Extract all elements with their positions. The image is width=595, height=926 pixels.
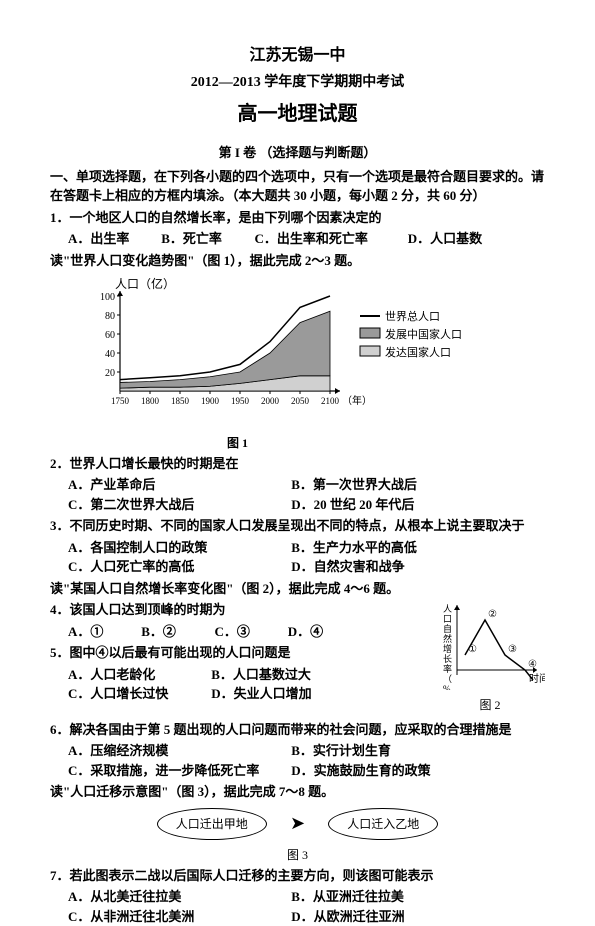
population-chart-svg: 人口（亿）100 80 60 40 20 1750 1800 1850 1900 1950 2000… — [80, 276, 480, 426]
note-3: 读"人口迁移示意图"（图 3），据此完成 7～8 题。 — [50, 782, 545, 802]
svg-text:2100: 2100 — [321, 396, 340, 406]
q6-opt-c: C．采取措施，进一步降低死亡率 — [68, 761, 288, 781]
q6-options: A．压缩经济规模 B．实行计划生育 C．采取措施，进一步降低死亡率 D．实施鼓励… — [68, 741, 545, 780]
q1-options: A．出生率 B．死亡率 C．出生率和死亡率 D．人口基数 — [68, 229, 545, 249]
chart-2: 人口自然增长率（%）时间①②③④ 图 2 — [435, 600, 545, 714]
note-1: 读"世界人口变化趋势图"（图 1），据此完成 2～3 题。 — [50, 251, 545, 271]
svg-text:（: （ — [443, 674, 452, 684]
svg-text:②: ② — [488, 609, 497, 620]
chart1-fig-label: 图 1 — [0, 434, 545, 452]
flow-left: 人口迁出甲地 — [157, 808, 267, 840]
q1-opt-d: D．人口基数 — [408, 229, 482, 249]
q6-opt-a: A．压缩经济规模 — [68, 741, 288, 761]
svg-text:发达国家人口: 发达国家人口 — [385, 345, 451, 359]
subject-title: 高一地理试题 — [50, 99, 545, 129]
chart-1: 人口（亿）100 80 60 40 20 1750 1800 1850 1900 1950 2000… — [80, 276, 545, 432]
q7-opt-c: C．从非洲迁往北美洲 — [68, 907, 288, 926]
exam-name: 2012—2013 学年度下学期期中考试 — [50, 72, 545, 93]
svg-text:④: ④ — [528, 659, 537, 670]
q7-options: A．从北美迁往拉美 B．从亚洲迁往拉美 C．从非洲迁往北美洲 D．从欧洲迁往亚洲 — [68, 887, 545, 926]
svg-text:100: 100 — [100, 292, 115, 303]
q3-opt-d: D．自然灾害和战争 — [291, 557, 404, 577]
svg-text:长: 长 — [443, 653, 452, 664]
note-2: 读"某国人口自然增长率变化图"（图 2），据此完成 4～6 题。 — [50, 579, 545, 599]
q2-opt-a: A．产业革命后 — [68, 475, 288, 495]
q2-stem: 2．世界人口增长最快的时期是在 — [50, 454, 545, 474]
q4-opt-b: B．② — [141, 622, 211, 642]
q3-options: A．各国控制人口的政策 B．生产力水平的高低 C．人口死亡率的高低 D．自然灾害… — [68, 538, 545, 577]
q1-opt-c: C．出生率和死亡率 — [255, 229, 405, 249]
svg-text:世界总人口: 世界总人口 — [385, 309, 440, 323]
svg-text:（年）: （年） — [342, 394, 372, 407]
q3-stem: 3．不同历史时期、不同的国家人口发展呈现出不同的特点，从根本上说主要取决于 — [50, 516, 545, 536]
chart2-fig-label: 图 2 — [435, 696, 545, 714]
q7-opt-a: A．从北美迁往拉美 — [68, 887, 288, 907]
q6-stem: 6．解决各国由于第 5 题出现的人口问题而带来的社会问题，应采取的合理措施是 — [50, 720, 545, 740]
arrow-icon: ➤ — [290, 810, 305, 837]
q1-stem: 1．一个地区人口的自然增长率，是由下列哪个因素决定的 — [50, 208, 545, 228]
q3-opt-c: C．人口死亡率的高低 — [68, 557, 288, 577]
q7-opt-d: D．从欧洲迁往亚洲 — [291, 907, 404, 926]
svg-text:①: ① — [468, 644, 477, 655]
svg-text:80: 80 — [105, 311, 115, 322]
svg-text:自: 自 — [443, 623, 452, 634]
svg-text:率: 率 — [443, 663, 452, 674]
q2-opt-d: D．20 世纪 20 年代后 — [291, 495, 414, 515]
q6-opt-b: B．实行计划生育 — [291, 741, 391, 761]
svg-text:%: % — [443, 684, 451, 690]
svg-text:1950: 1950 — [231, 396, 250, 406]
q1-opt-a: A．出生率 — [68, 229, 158, 249]
flow-right: 人口迁入乙地 — [328, 808, 438, 840]
svg-text:口: 口 — [443, 614, 452, 624]
q6-opt-d: D．实施鼓励生育的政策 — [291, 761, 430, 781]
growth-rate-chart-svg: 人口自然增长率（%）时间①②③④ — [435, 600, 545, 690]
q4-opt-d: D．④ — [288, 622, 323, 642]
flow-diagram: 人口迁出甲地 ➤ 人口迁入乙地 — [50, 808, 545, 840]
q3-opt-b: B．生产力水平的高低 — [291, 538, 417, 558]
q5-opt-a: A．人口老龄化 — [68, 665, 208, 685]
svg-text:发展中国家人口: 发展中国家人口 — [385, 327, 462, 341]
q2-opt-b: B．第一次世界大战后 — [291, 475, 417, 495]
q4-opt-a: A．① — [68, 622, 138, 642]
school-name: 江苏无锡一中 — [50, 44, 545, 68]
svg-text:20: 20 — [105, 368, 115, 379]
svg-text:增: 增 — [443, 643, 452, 654]
svg-text:③: ③ — [508, 644, 517, 655]
q4-opt-c: C．③ — [215, 622, 285, 642]
q5-opt-b: B．人口基数过大 — [211, 665, 311, 685]
svg-text:2050: 2050 — [291, 396, 310, 406]
section-intro: 一、单项选择题，在下列各小题的四个选项中，只有一个选项是最符合题目要求的。请在答… — [50, 167, 545, 206]
q7-stem: 7．若此图表示二战以后国际人口迁移的主要方向，则该图可能表示 — [50, 866, 545, 886]
svg-text:1750: 1750 — [111, 396, 130, 406]
section-label: 第 I 卷 （选择题与判断题） — [50, 143, 545, 163]
q5-opt-c: C．人口增长过快 — [68, 684, 208, 704]
q5-opt-d: D．失业人口增加 — [211, 684, 311, 704]
svg-text:人: 人 — [443, 604, 452, 614]
svg-text:然: 然 — [443, 633, 452, 644]
q2-opt-c: C．第二次世界大战后 — [68, 495, 288, 515]
q3-opt-a: A．各国控制人口的政策 — [68, 538, 288, 558]
flow-fig-label: 图 3 — [50, 846, 545, 864]
svg-text:1900: 1900 — [201, 396, 220, 406]
q7-opt-b: B．从亚洲迁往拉美 — [291, 887, 404, 907]
q2-options: A．产业革命后 B．第一次世界大战后 C．第二次世界大战后 D．20 世纪 20… — [68, 475, 545, 514]
svg-text:1850: 1850 — [171, 396, 190, 406]
svg-text:40: 40 — [105, 349, 115, 360]
svg-text:2000: 2000 — [261, 396, 280, 406]
svg-text:人口（亿）: 人口（亿） — [115, 276, 175, 291]
svg-text:1800: 1800 — [141, 396, 160, 406]
svg-text:60: 60 — [105, 330, 115, 341]
q1-opt-b: B．死亡率 — [161, 229, 251, 249]
